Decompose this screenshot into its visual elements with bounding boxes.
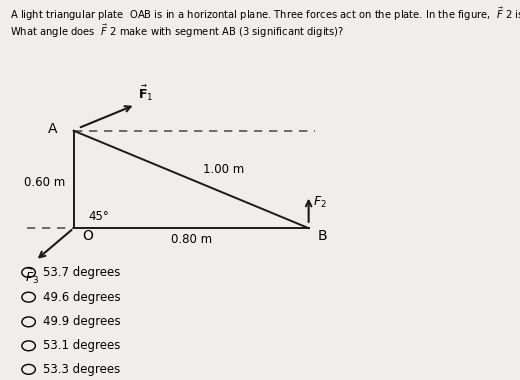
Text: A: A [48, 122, 58, 136]
Text: 45°: 45° [88, 210, 109, 223]
Text: A light triangular plate  OAB is in a horizontal plane. Three forces act on the : A light triangular plate OAB is in a hor… [10, 6, 520, 23]
Text: 49.9 degrees: 49.9 degrees [43, 315, 120, 328]
Text: $\vec{F}_3$: $\vec{F}_3$ [25, 267, 40, 287]
Text: 53.1 degrees: 53.1 degrees [43, 339, 120, 352]
Text: 49.6 degrees: 49.6 degrees [43, 291, 120, 304]
Text: 1.00 m: 1.00 m [203, 163, 244, 176]
Text: What angle does  $\vec{F}$ 2 make with segment AB (3 significant digits)?: What angle does $\vec{F}$ 2 make with se… [10, 23, 345, 40]
Text: 53.3 degrees: 53.3 degrees [43, 363, 120, 376]
Text: 53.7 degrees: 53.7 degrees [43, 266, 120, 279]
Text: $\mathbf{\vec{F}}_1$: $\mathbf{\vec{F}}_1$ [138, 84, 154, 103]
Text: 0.80 m: 0.80 m [171, 233, 212, 246]
Text: $F_2$: $F_2$ [313, 195, 327, 210]
Text: B: B [317, 229, 327, 243]
Text: 0.60 m: 0.60 m [24, 176, 65, 189]
Text: O: O [83, 229, 94, 243]
